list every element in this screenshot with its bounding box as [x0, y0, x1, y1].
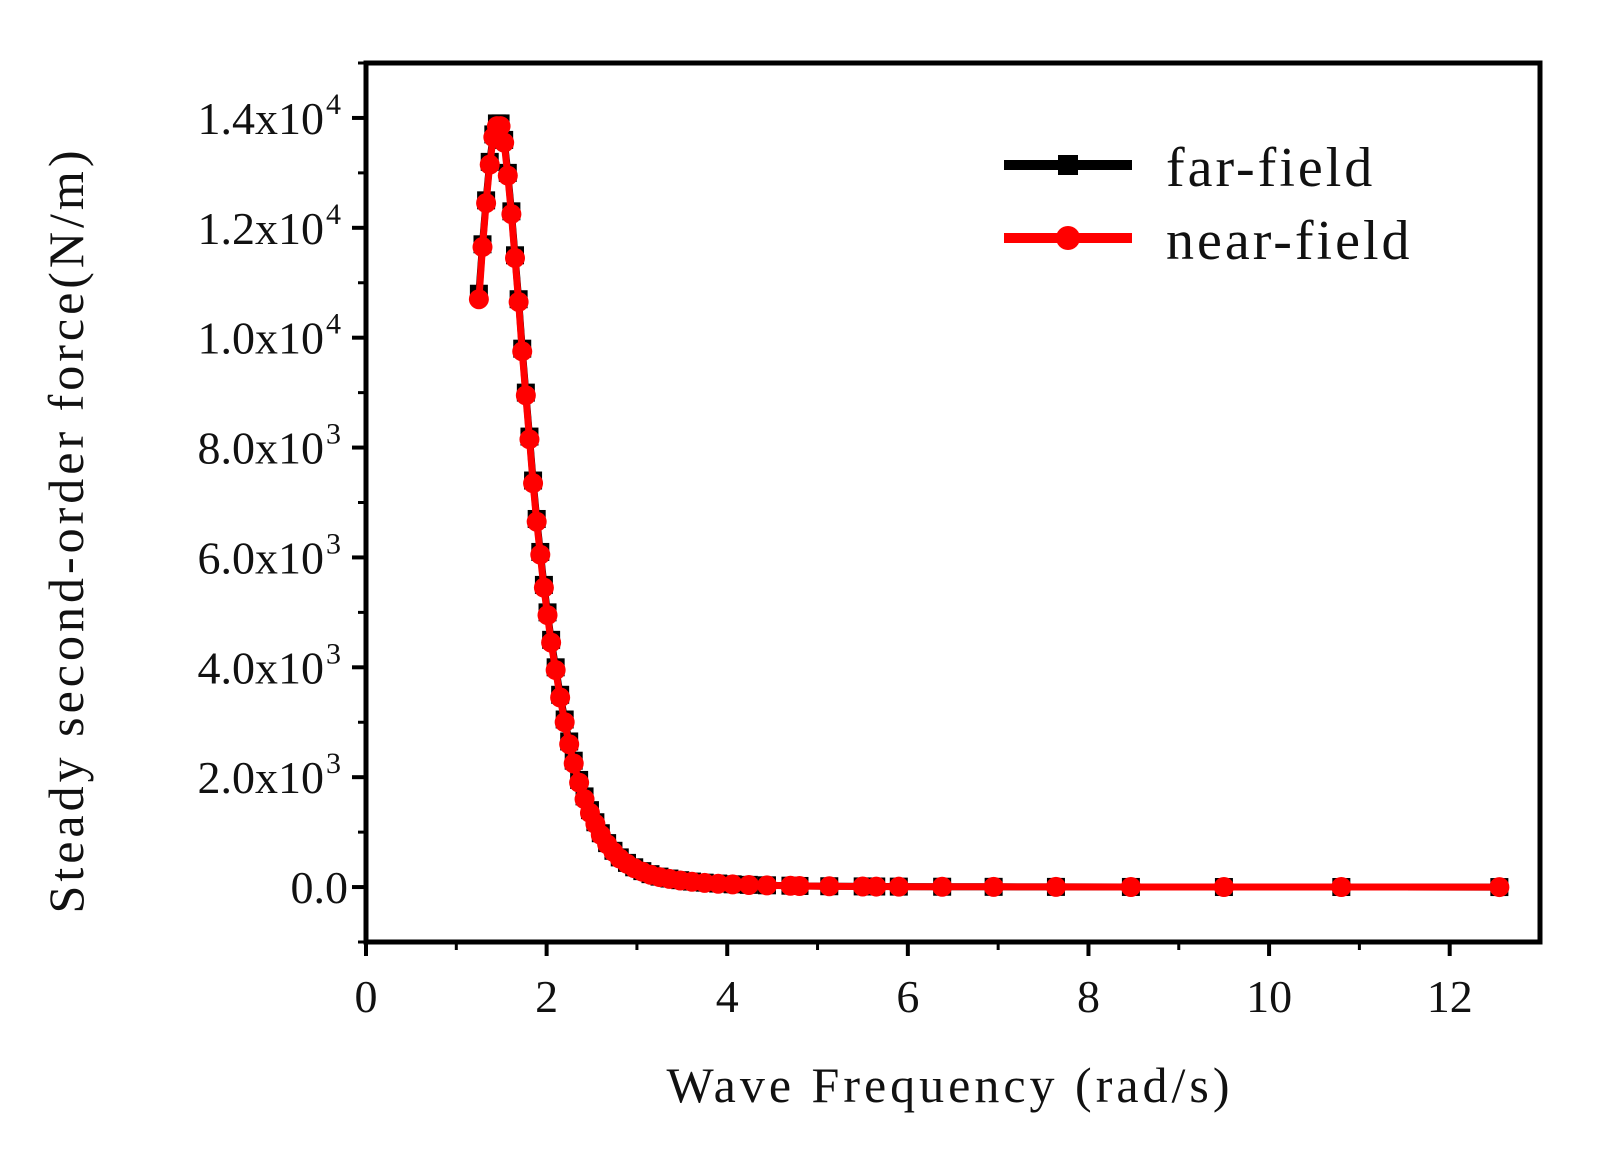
point-near-field — [563, 753, 584, 774]
legend-marker-far-field — [1058, 155, 1078, 175]
point-near-field — [559, 734, 580, 755]
point-near-field — [1331, 877, 1352, 898]
y-tick-exponent: 3 — [326, 747, 341, 780]
point-near-field — [468, 289, 489, 310]
point-near-field — [819, 876, 840, 897]
y-axis-title: Steady second-order force(N/m) — [38, 147, 94, 914]
point-near-field — [533, 577, 554, 598]
y-tick-exponent: 4 — [326, 308, 341, 341]
legend: far-field near-field — [1004, 137, 1413, 272]
point-near-field — [1045, 876, 1066, 897]
x-tick-label: 0 — [355, 971, 378, 1022]
point-near-field — [1120, 876, 1141, 897]
point-near-field — [512, 341, 533, 362]
point-near-field — [541, 632, 562, 653]
point-near-field — [523, 473, 544, 494]
legend-label-far-field: far-field — [1166, 137, 1375, 199]
point-near-field — [789, 876, 810, 897]
point-near-field — [932, 876, 953, 897]
point-near-field — [472, 237, 493, 258]
x-tick-label: 8 — [1077, 971, 1100, 1022]
point-near-field — [722, 874, 743, 895]
x-tick-label: 6 — [896, 971, 919, 1022]
y-tick-exponent: 4 — [326, 198, 341, 231]
point-near-field — [519, 429, 540, 450]
point-near-field — [530, 544, 551, 565]
point-near-field — [550, 687, 571, 708]
point-near-field — [476, 193, 497, 214]
x-tick-label: 4 — [716, 971, 739, 1022]
point-near-field — [738, 874, 759, 895]
point-near-field — [515, 385, 536, 406]
point-near-field — [497, 165, 518, 186]
point-near-field — [866, 876, 887, 897]
point-near-field — [508, 291, 529, 312]
point-near-field — [526, 511, 547, 532]
y-tick-label: 1.2x10 — [198, 203, 325, 254]
point-near-field — [983, 876, 1004, 897]
point-near-field — [1489, 877, 1510, 898]
y-tick-label: 0.0 — [291, 862, 349, 913]
y-tick-label: 1.4x10 — [198, 93, 325, 144]
y-tick-label: 8.0x10 — [198, 423, 325, 474]
point-near-field — [708, 873, 729, 894]
x-tick-label: 10 — [1246, 971, 1292, 1022]
x-tick-label: 12 — [1427, 971, 1473, 1022]
point-near-field — [888, 876, 909, 897]
point-near-field — [554, 712, 575, 733]
point-near-field — [494, 132, 515, 153]
y-tick-label: 6.0x10 — [198, 532, 325, 583]
point-near-field — [490, 116, 511, 137]
legend-marker-near-field — [1056, 226, 1080, 250]
point-near-field — [479, 154, 500, 175]
point-near-field — [756, 875, 777, 896]
point-near-field — [501, 204, 522, 225]
point-near-field — [537, 605, 558, 626]
y-tick-exponent: 3 — [326, 418, 341, 451]
y-tick-label: 2.0x10 — [198, 752, 325, 803]
y-tick-exponent: 3 — [326, 637, 341, 670]
y-tick-exponent: 3 — [326, 527, 341, 560]
point-near-field — [1213, 877, 1234, 898]
x-axis-title: Wave Frequency (rad/s) — [666, 1057, 1233, 1113]
y-tick-label: 4.0x10 — [198, 642, 325, 693]
point-near-field — [505, 248, 526, 269]
y-tick-label: 1.0x10 — [198, 313, 325, 364]
legend-label-near-field: near-field — [1166, 210, 1413, 272]
axes: 0 2 4 6 8 10 120.02.0x10 34.0x10 36.0x10 38.0x10 3… — [198, 61, 1473, 1022]
point-near-field — [569, 772, 590, 793]
y-tick-exponent: 4 — [326, 88, 341, 121]
x-tick-label: 2 — [535, 971, 558, 1022]
plot-area — [468, 114, 1510, 898]
point-near-field — [545, 660, 566, 681]
